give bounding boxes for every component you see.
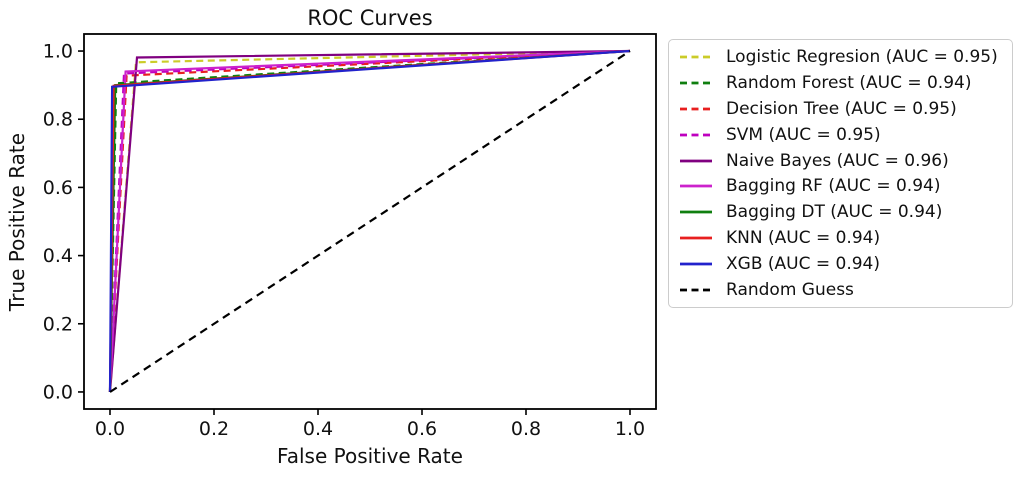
legend-item-bagging-rf-auc-0-94: Bagging RF (AUC = 0.94) — [679, 174, 1006, 199]
legend-label: KNN (AUC = 0.94) — [726, 228, 881, 249]
legend-item-xgb-auc-0-94: XGB (AUC = 0.94) — [679, 252, 1006, 277]
x-tick-label: 1.0 — [615, 418, 645, 440]
legend-label: Logistic Regresion (AUC = 0.95) — [726, 46, 998, 67]
legend-label: Naive Bayes (AUC = 0.96) — [726, 150, 949, 171]
x-axis-label: False Positive Rate — [277, 444, 463, 468]
legend-item-svm-auc-0-95: SVM (AUC = 0.95) — [679, 122, 1006, 147]
legend-label: Random Guess — [726, 279, 854, 300]
legend-item-decision-tree-auc-0-95: Decision Tree (AUC = 0.95) — [679, 96, 1006, 121]
legend-swatch-logistic-regresion-auc-0-95-line — [680, 55, 712, 59]
legend-swatch-random-guess-line — [680, 288, 712, 292]
x-tick-label: 0.6 — [407, 418, 437, 440]
x-tick-label: 0.0 — [95, 418, 125, 440]
legend-swatch-bagging-dt-auc-0-94-line — [680, 210, 712, 214]
legend-swatch-knn-auc-0-94-line — [680, 236, 712, 240]
legend-swatch-xgb-auc-0-94-line — [680, 262, 712, 266]
legend-swatch-bagging-rf-auc-0-94-line — [680, 184, 712, 188]
series-line-naive-bayes-auc-0-96 — [108, 49, 631, 393]
legend-item-bagging-dt-auc-0-94: Bagging DT (AUC = 0.94) — [679, 200, 1006, 225]
y-tick-label: 0.4 — [43, 245, 73, 267]
legend-item-naive-bayes-auc-0-96: Naive Bayes (AUC = 0.96) — [679, 148, 1006, 173]
legend-swatch-random-forest-auc-0-94-line — [680, 81, 712, 85]
legend-item-logistic-regresion-auc-0-95: Logistic Regresion (AUC = 0.95) — [679, 44, 1006, 69]
legend-swatch-svm-auc-0-95-line — [680, 133, 712, 137]
legend-swatch-decision-tree-auc-0-95-line — [680, 107, 712, 111]
legend-label: Random Forest (AUC = 0.94) — [726, 72, 972, 93]
series-line-xgb-auc-0-94 — [108, 49, 631, 393]
legend-item-random-guess: Random Guess — [679, 277, 1006, 302]
x-tick-label: 0.8 — [511, 418, 541, 440]
y-tick-label: 0.8 — [43, 109, 73, 131]
legend-label: XGB (AUC = 0.94) — [726, 254, 880, 275]
series-line-random-guess — [109, 50, 631, 393]
chart-title: ROC Curves — [307, 6, 433, 30]
x-tick-label: 0.4 — [303, 418, 333, 440]
legend-item-knn-auc-0-94: KNN (AUC = 0.94) — [679, 226, 1006, 251]
legend-swatch-naive-bayes-auc-0-96-line — [680, 159, 712, 162]
legend-label: Decision Tree (AUC = 0.95) — [726, 98, 957, 119]
series-line-bagging-rf-auc-0-94 — [108, 49, 631, 393]
y-tick-label: 0.6 — [43, 177, 73, 199]
legend: Logistic Regresion (AUC = 0.95) Random Fo… — [668, 39, 1013, 308]
y-tick-label: 0.0 — [43, 381, 73, 403]
legend-label: Bagging DT (AUC = 0.94) — [726, 202, 943, 223]
x-tick-label: 0.2 — [199, 418, 229, 440]
y-axis-label: True Positive Rate — [5, 132, 29, 312]
y-tick-label: 0.2 — [43, 313, 73, 335]
y-tick-label: 1.0 — [43, 41, 73, 63]
legend-item-random-forest-auc-0-94: Random Forest (AUC = 0.94) — [679, 70, 1006, 95]
legend-label: Bagging RF (AUC = 0.94) — [726, 176, 941, 197]
plot-border — [83, 33, 657, 410]
legend-label: SVM (AUC = 0.95) — [726, 124, 881, 145]
